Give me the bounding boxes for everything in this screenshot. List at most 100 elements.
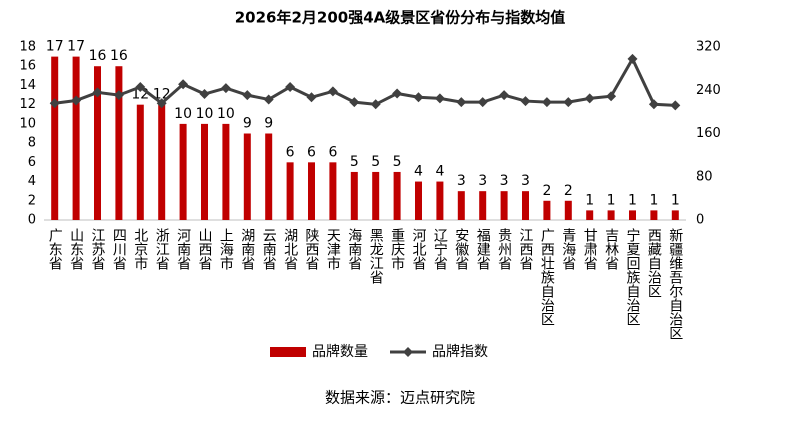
data-label: 1: [628, 192, 637, 208]
data-label: 6: [307, 144, 316, 160]
data-label: 9: [243, 116, 252, 132]
x-tick-label: 山西省: [197, 228, 213, 270]
x-tick-label: 黑龙江省: [368, 228, 384, 284]
x-tick-label: 甘肃省: [582, 228, 598, 270]
marker: [242, 90, 253, 101]
bar: [308, 162, 315, 220]
x-tick-label: 青海省: [560, 228, 576, 270]
bar: [671, 210, 679, 220]
x-tick-label: 安徽省: [453, 228, 469, 270]
x-tick-label: 广西壮族自治区: [539, 228, 555, 326]
marker: [627, 53, 638, 64]
marker: [178, 79, 189, 90]
x-tick-label: 广东省: [47, 228, 63, 270]
bar: [393, 171, 401, 220]
marker: [92, 87, 103, 98]
bar: [243, 133, 251, 220]
data-label: 1: [607, 192, 616, 208]
marker: [606, 91, 617, 102]
y2-tick-label: 320: [696, 40, 721, 55]
bar: [51, 56, 59, 220]
x-tick-label: 天津市: [325, 228, 341, 270]
marker: [413, 92, 424, 103]
bar: [286, 162, 294, 220]
legend-label: 品牌数量: [312, 343, 368, 360]
data-label: 16: [110, 48, 128, 64]
bar: [586, 210, 594, 220]
marker: [370, 99, 381, 110]
data-label: 3: [521, 173, 530, 189]
y2-tick-label: 0: [696, 213, 704, 228]
bar: [115, 66, 123, 220]
bar: [201, 123, 208, 220]
y2-tick-label: 160: [696, 126, 721, 141]
x-tick-label: 河南省: [175, 228, 191, 270]
data-label: 5: [350, 154, 359, 170]
legend-label: 品牌指数: [432, 343, 488, 360]
bar: [179, 123, 187, 220]
x-tick-label: 上海市: [218, 228, 234, 270]
bar: [436, 181, 444, 220]
marker: [392, 88, 403, 99]
marker: [327, 86, 338, 97]
marker: [499, 90, 510, 101]
data-label: 10: [174, 106, 192, 122]
marker: [285, 82, 296, 93]
bar: [72, 56, 80, 220]
x-tick-label: 北京市: [132, 228, 148, 270]
x-tick-label: 西藏自治区: [646, 228, 662, 298]
marker: [584, 93, 595, 104]
marker: [220, 83, 231, 94]
x-tick-label: 贵州省: [496, 228, 512, 270]
y-tick-label: 4: [28, 174, 36, 189]
x-tick-label: 四川省: [111, 228, 127, 270]
y2-tick-label: 80: [696, 169, 713, 184]
marker: [434, 93, 445, 104]
marker: [71, 95, 82, 106]
marker: [477, 97, 488, 108]
data-label: 3: [478, 173, 487, 189]
source-note: 数据来源：迈点研究院: [325, 389, 475, 407]
marker: [199, 89, 210, 100]
marker: [156, 98, 167, 109]
data-label: 9: [264, 116, 273, 132]
data-label: 2: [564, 183, 573, 199]
x-tick-label: 江西省: [518, 228, 534, 270]
bar: [650, 210, 658, 220]
marker: [113, 90, 124, 101]
marker: [263, 94, 274, 105]
x-tick-label: 河北省: [411, 228, 427, 270]
bar: [415, 181, 422, 220]
data-label: 6: [328, 144, 337, 160]
marker: [563, 97, 574, 108]
y-tick-label: 12: [19, 97, 36, 112]
y-tick-label: 10: [19, 116, 36, 131]
y-tick-label: 16: [19, 59, 36, 74]
data-label: 17: [67, 39, 85, 55]
marker: [49, 98, 60, 109]
data-label: 4: [414, 164, 423, 180]
y-tick-label: 6: [28, 155, 36, 170]
x-tick-label: 新疆维吾尔自治区: [667, 228, 683, 340]
data-label: 16: [89, 48, 107, 64]
marker: [349, 97, 360, 108]
y-tick-label: 0: [28, 213, 36, 228]
bar: [222, 123, 230, 220]
bar: [457, 191, 465, 220]
data-label: 1: [649, 192, 658, 208]
legend-swatch: [270, 347, 306, 357]
x-tick-label: 重庆市: [389, 228, 405, 270]
data-label: 5: [371, 154, 380, 170]
bar: [564, 200, 572, 220]
bar: [607, 210, 615, 220]
bar: [500, 191, 508, 220]
bar: [350, 171, 358, 220]
bar: [94, 66, 101, 220]
x-tick-label: 浙江省: [154, 228, 170, 270]
bar: [543, 200, 551, 220]
x-tick-label: 海南省: [346, 228, 362, 270]
data-label: 3: [500, 173, 509, 189]
marker: [456, 97, 467, 108]
x-tick-label: 辽宁省: [432, 228, 448, 270]
data-label: 5: [393, 154, 402, 170]
